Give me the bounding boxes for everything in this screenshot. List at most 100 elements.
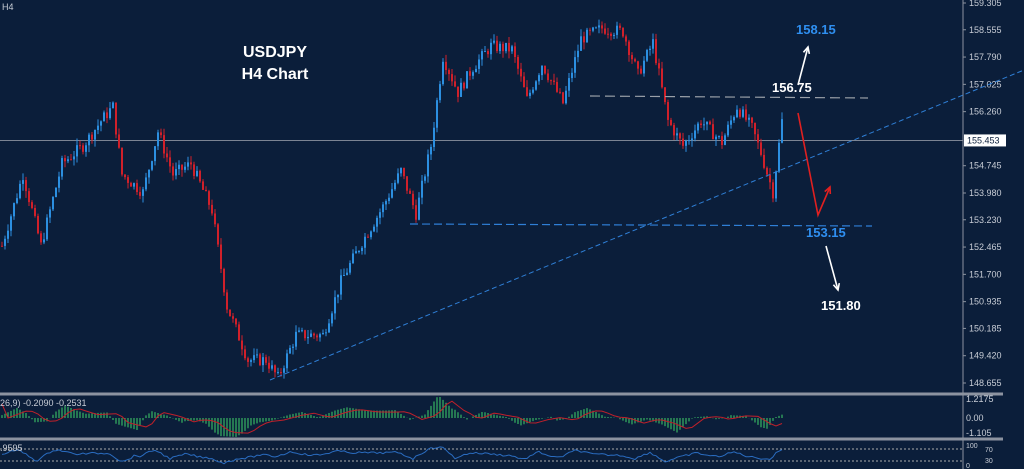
candle-body: [721, 136, 723, 145]
arrow-down-white-head: [832, 282, 841, 292]
candle-body: [43, 239, 45, 243]
candle-body: [478, 59, 480, 69]
candle-body: [454, 81, 456, 87]
candle-body: [733, 117, 735, 121]
candle-body: [64, 158, 66, 162]
candle-body: [757, 134, 759, 143]
candle-body: [760, 142, 762, 155]
candle-body: [673, 125, 675, 136]
candle-body: [376, 217, 378, 227]
candle-body: [532, 89, 534, 93]
candle-body: [505, 42, 507, 52]
candle-body: [76, 145, 78, 157]
candle-body: [706, 121, 708, 125]
candle-body: [127, 177, 129, 183]
candle-body: [712, 124, 714, 140]
candle-body: [655, 39, 657, 64]
candle-body: [607, 33, 609, 35]
y-tick-label: 149.420: [969, 351, 1002, 361]
arrow-up-white: [797, 46, 809, 86]
candle-body: [193, 164, 195, 176]
candle-body: [694, 130, 696, 139]
candle-body: [202, 181, 204, 190]
candle-body: [457, 86, 459, 97]
candle-body: [754, 122, 756, 135]
candle-body: [256, 354, 258, 356]
candle-body: [250, 360, 252, 362]
candle-body: [301, 330, 303, 332]
candle-body: [241, 340, 243, 350]
candle-body: [268, 362, 270, 369]
candle-body: [85, 145, 87, 152]
candle-body: [109, 108, 111, 119]
candle-body: [430, 146, 432, 155]
candle-body: [727, 124, 729, 136]
candle-body: [565, 90, 567, 104]
candle-body: [751, 117, 753, 123]
candle-body: [355, 251, 357, 254]
candle-body: [481, 51, 483, 60]
candle-body: [370, 231, 372, 238]
resistance-line: [589, 95, 869, 99]
candle-body: [763, 154, 765, 168]
candle-body: [433, 127, 435, 147]
candle-body: [238, 324, 240, 341]
y-tick-label: 153.230: [969, 215, 1002, 225]
candle-body: [589, 29, 591, 31]
candle-body: [316, 335, 318, 338]
candle-body: [133, 183, 135, 187]
candle-body: [550, 80, 552, 82]
support-line: [409, 223, 873, 227]
chart-title-timeframe: H4 Chart: [241, 66, 309, 83]
candle-body: [145, 177, 147, 190]
candle-body: [634, 59, 636, 62]
candle-body: [7, 230, 9, 239]
candle-body: [562, 92, 564, 104]
candle-body: [265, 357, 267, 363]
candle-body: [169, 157, 171, 167]
candle-body: [394, 182, 396, 190]
arrow-down-white: [825, 245, 839, 291]
forecast-arrow-red: [797, 112, 831, 218]
candle-body: [304, 330, 306, 339]
candle-body: [475, 68, 477, 73]
forecast-arrow-red-head: [824, 185, 832, 195]
candle-body: [508, 42, 510, 52]
rsi-tick-label: 0: [966, 463, 970, 469]
candle-body: [496, 40, 498, 52]
candle-body: [691, 138, 693, 141]
candle-body: [94, 129, 96, 140]
candle-body: [667, 102, 669, 120]
candle-body: [688, 140, 690, 142]
rsi-tick-label: 70: [985, 447, 993, 454]
candle-body: [223, 268, 225, 293]
candle-body: [247, 358, 249, 362]
candle-body: [178, 164, 180, 170]
candle-body: [160, 132, 162, 136]
candle-body: [232, 316, 234, 319]
candle-body: [19, 183, 21, 199]
candle-body: [490, 42, 492, 55]
candle-body: [214, 213, 216, 225]
candle-body: [778, 142, 780, 172]
ascending-trendline: [269, 69, 1024, 381]
candle-body: [535, 81, 537, 90]
candle-body: [748, 117, 750, 120]
candle-body: [37, 215, 39, 234]
candle-body: [382, 204, 384, 213]
candle-body: [628, 41, 630, 56]
candle-body: [580, 36, 582, 51]
candle-body: [493, 40, 495, 43]
candle-body: [16, 198, 18, 204]
candle-body: [49, 209, 51, 218]
candle-body: [406, 176, 408, 191]
candle-body: [28, 191, 30, 203]
candle-body: [373, 226, 375, 232]
candle-body: [283, 368, 285, 373]
arrow-up-white-head: [802, 45, 811, 55]
candle-body: [520, 68, 522, 77]
candle-body: [592, 27, 594, 31]
candle-body: [154, 146, 156, 162]
candle-body: [328, 323, 330, 333]
